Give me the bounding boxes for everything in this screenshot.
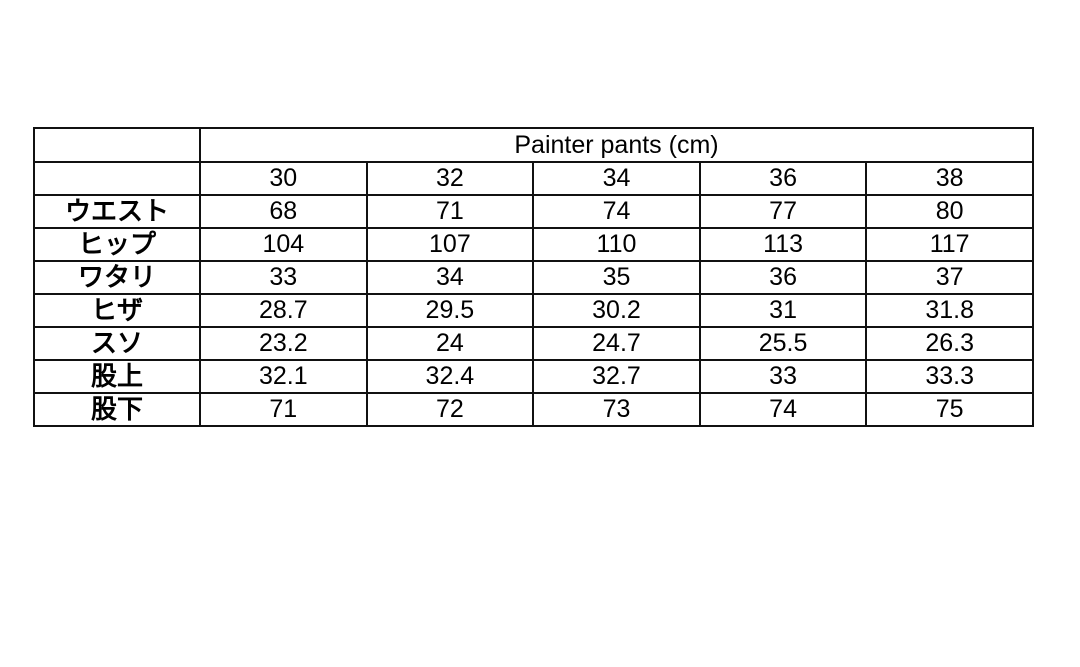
measurement-cell: 31 [698,293,868,328]
size-header: 34 [532,161,701,196]
size-header: 32 [365,161,535,196]
measurement-cell: 23.2 [199,326,368,361]
measurement-cell: 71 [199,392,368,427]
measurement-cell: 30.2 [532,293,701,328]
measurement-cell: 32.1 [199,359,368,394]
measurement-cell: 31.8 [865,293,1034,328]
table-row: 股上 32.1 32.4 32.7 33 33.3 [33,359,1034,394]
measurement-cell: 72 [365,392,535,427]
measurement-cell: 73 [532,392,701,427]
size-header-row: 30 32 34 36 38 [33,161,1034,196]
measurement-cell: 77 [698,194,868,229]
size-header: 30 [199,161,368,196]
row-label: 股下 [33,392,201,427]
measurement-cell: 33.3 [865,359,1034,394]
measurement-cell: 34 [365,260,535,295]
measurement-cell: 33 [698,359,868,394]
corner-cell [33,127,201,163]
measurement-cell: 29.5 [365,293,535,328]
measurement-cell: 24 [365,326,535,361]
measurement-cell: 28.7 [199,293,368,328]
table-row: ヒザ 28.7 29.5 30.2 31 31.8 [33,293,1034,328]
measurement-cell: 80 [865,194,1034,229]
table-title: Painter pants (cm) [199,127,1034,163]
table-row: ワタリ 33 34 35 36 37 [33,260,1034,295]
measurement-cell: 35 [532,260,701,295]
measurement-cell: 26.3 [865,326,1034,361]
measurement-cell: 113 [698,227,868,262]
measurement-cell: 68 [199,194,368,229]
row-label: ヒップ [33,227,201,262]
measurement-cell: 74 [532,194,701,229]
measurement-cell: 107 [365,227,535,262]
table-row: 股下 71 72 73 74 75 [33,392,1034,427]
measurement-cell: 74 [698,392,868,427]
measurement-cell: 36 [698,260,868,295]
row-label: 股上 [33,359,201,394]
row-label: ヒザ [33,293,201,328]
table-row: ウエスト 68 71 74 77 80 [33,194,1034,229]
table-row: ヒップ 104 107 110 113 117 [33,227,1034,262]
title-row: Painter pants (cm) [33,127,1034,163]
size-header: 36 [698,161,868,196]
size-chart-table: Painter pants (cm) 30 32 34 36 38 ウエスト 68… [33,127,1034,427]
measurement-cell: 32.4 [365,359,535,394]
measurement-cell: 24.7 [532,326,701,361]
table-row: スソ 23.2 24 24.7 25.5 26.3 [33,326,1034,361]
measurement-cell: 117 [865,227,1034,262]
row-label: ワタリ [33,260,201,295]
row-label: スソ [33,326,201,361]
measurement-cell: 33 [199,260,368,295]
measurement-cell: 25.5 [698,326,868,361]
measurement-cell: 32.7 [532,359,701,394]
measurement-cell: 110 [532,227,701,262]
corner-cell [33,161,201,196]
measurement-cell: 104 [199,227,368,262]
measurement-cell: 37 [865,260,1034,295]
row-label: ウエスト [33,194,201,229]
measurement-cell: 71 [365,194,535,229]
measurement-cell: 75 [865,392,1034,427]
size-header: 38 [865,161,1034,196]
